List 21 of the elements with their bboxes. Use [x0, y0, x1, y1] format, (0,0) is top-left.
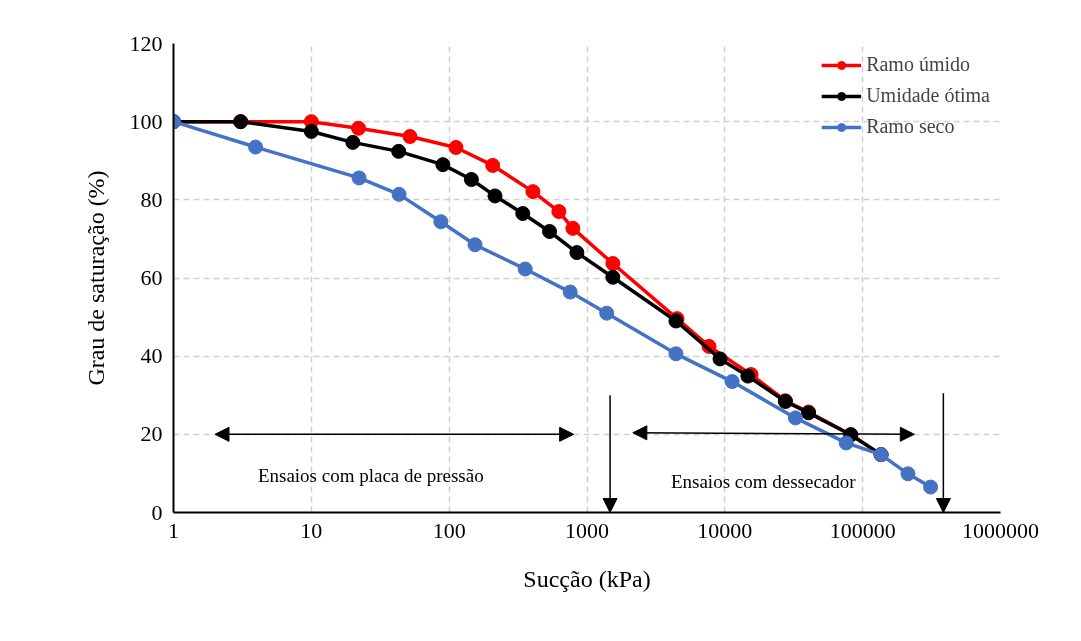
y-tick-label: 80 — [140, 186, 163, 212]
y-tick-label: 40 — [140, 343, 163, 369]
x-tick-label: 100000 — [829, 517, 896, 543]
annotation: Ensaios com dessecador — [670, 471, 857, 493]
y-tick-label: 20 — [140, 421, 163, 447]
y-axis-title: Grau de saturação (%) — [82, 170, 109, 386]
y-tick-label: 0 — [151, 499, 163, 525]
x-tick-label: 1000000 — [962, 517, 1039, 543]
y-tick-label: 60 — [140, 265, 163, 290]
legend-label: Umidade ótima — [866, 84, 990, 107]
legend-label: Ramo seco — [866, 115, 955, 138]
x-tick-label: 100 — [432, 517, 466, 543]
annotation: Ensaios com placa de pressão — [257, 464, 484, 486]
y-tick-label: 120 — [129, 30, 163, 56]
x-tick-label: 1000 — [565, 517, 609, 543]
x-tick-label: 1 — [168, 517, 179, 543]
x-tick-label: 10000 — [697, 517, 753, 543]
y-tick-label: 100 — [129, 108, 163, 134]
legend-label: Ramo úmido — [866, 53, 971, 76]
x-tick-label: 10 — [300, 517, 323, 543]
x-axis-title: Sucção (kPa) — [523, 565, 651, 592]
